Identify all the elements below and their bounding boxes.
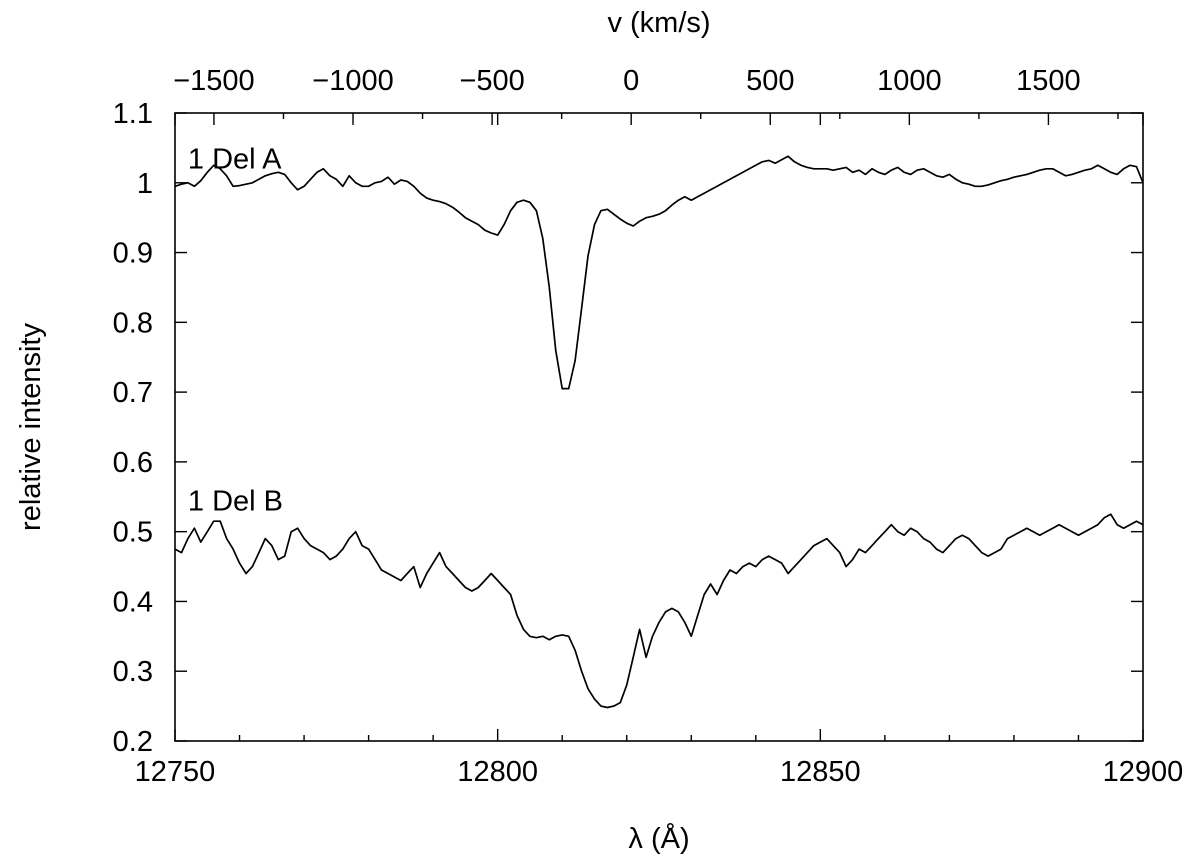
series-layer bbox=[174, 155, 1144, 709]
x-axis-title: λ (Å) bbox=[628, 822, 689, 855]
x2-tick-label: −1000 bbox=[312, 65, 393, 97]
x2-tick-label: −500 bbox=[459, 65, 524, 97]
y-axis-title: relative intensity bbox=[15, 323, 47, 531]
x-tick-label: 12850 bbox=[780, 756, 861, 788]
x-tick-label: 12750 bbox=[135, 756, 216, 788]
y-tick-label: 0.5 bbox=[113, 517, 153, 549]
x2-axis-title: v (km/s) bbox=[607, 7, 710, 39]
y-tick-label: 0.8 bbox=[113, 307, 153, 339]
labels-layer: 12750 12800 12850 12900−1500 −1000 −500 0 500 10… bbox=[113, 65, 1184, 788]
y-tick-label: 1 bbox=[137, 168, 153, 200]
plot-frame bbox=[174, 112, 1144, 742]
y-tick-label: 0.3 bbox=[113, 656, 153, 688]
y-tick-label: 0.9 bbox=[113, 238, 153, 270]
x-tick-label: 12900 bbox=[1103, 756, 1184, 788]
y-tick-label: 0.2 bbox=[113, 726, 153, 758]
x2-tick-label: 0 bbox=[623, 65, 639, 97]
x2-tick-label: −1500 bbox=[173, 65, 254, 97]
series-label-del-a: 1 Del A bbox=[188, 143, 282, 175]
y-tick-label: 0.4 bbox=[113, 586, 153, 618]
ticks-layer bbox=[174, 112, 1144, 742]
x-tick-label: 12800 bbox=[457, 756, 538, 788]
y-tick-label: 1.1 bbox=[113, 98, 153, 130]
y-tick-label: 0.7 bbox=[113, 377, 153, 409]
y-tick-label: 0.6 bbox=[113, 447, 153, 479]
x2-tick-label: 1500 bbox=[1016, 65, 1081, 97]
x2-tick-label: 500 bbox=[746, 65, 794, 97]
series-line-del-b bbox=[174, 513, 1144, 709]
series-label-del-b: 1 Del B bbox=[188, 485, 283, 517]
x2-tick-label: 1000 bbox=[877, 65, 942, 97]
series-line-del-a bbox=[174, 155, 1144, 390]
